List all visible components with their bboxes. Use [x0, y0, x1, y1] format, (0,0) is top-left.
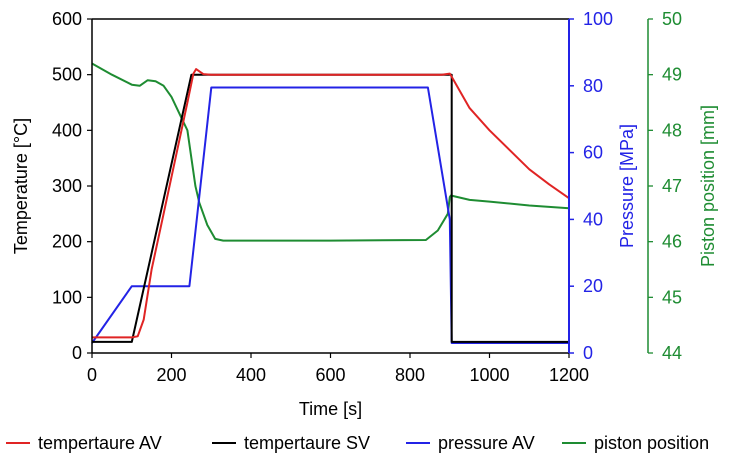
pressure-tick-label: 40 — [583, 209, 603, 229]
temperature-tick-label: 100 — [52, 287, 82, 307]
series-line-tempertaure-SV — [92, 73, 569, 343]
x-tick-label: 1000 — [469, 365, 509, 385]
piston-tick-label: 47 — [662, 176, 682, 196]
legend-label-tempertaure-AV: tempertaure AV — [38, 433, 162, 453]
pressure-tick-label: 80 — [583, 76, 603, 96]
x-tick-label: 0 — [87, 365, 97, 385]
temperature-tick-label: 200 — [52, 232, 82, 252]
pressure-tick-label: 60 — [583, 143, 603, 163]
x-tick-label: 200 — [156, 365, 186, 385]
piston-tick-label: 48 — [662, 120, 682, 140]
piston-tick-label: 44 — [662, 343, 682, 363]
temperature-tick-label: 400 — [52, 120, 82, 140]
pressure-axis-title: Pressure [MPa] — [617, 124, 637, 248]
pressure-tick-label: 100 — [583, 9, 613, 29]
piston-axis-title: Piston position [mm] — [698, 105, 718, 267]
x-tick-label: 1200 — [549, 365, 589, 385]
pressure-tick-label: 20 — [583, 276, 603, 296]
labels-layer: 0 200 400 600 800 1000 12000100200300400500600… — [11, 9, 718, 419]
series-line-tempertaure-AV — [92, 68, 570, 339]
series-layer — [91, 62, 570, 344]
piston-tick-label: 45 — [662, 287, 682, 307]
temperature-tick-label: 0 — [72, 343, 82, 363]
x-tick-label: 800 — [395, 365, 425, 385]
temperature-tick-label: 600 — [52, 9, 82, 29]
temperature-tick-label: 300 — [52, 176, 82, 196]
x-axis-title: Time [s] — [299, 399, 362, 419]
legend-label-piston-position: piston position — [594, 433, 709, 453]
series-line-pressure-AV — [91, 86, 569, 344]
legend-label-pressure-AV: pressure AV — [438, 433, 535, 453]
axes-layer — [87, 18, 653, 358]
series-line-piston-position — [91, 62, 570, 242]
legend: tempertaure AV tempertaure SV pressure AV p… — [6, 433, 709, 453]
piston-tick-label: 49 — [662, 65, 682, 85]
temperature-tick-label: 500 — [52, 65, 82, 85]
x-tick-label: 600 — [315, 365, 345, 385]
temperature-axis-title: Temperature [°C] — [11, 118, 31, 254]
pressure-tick-label: 0 — [583, 343, 593, 363]
legend-label-tempertaure-SV: tempertaure SV — [244, 433, 370, 453]
piston-tick-label: 46 — [662, 232, 682, 252]
piston-tick-label: 50 — [662, 9, 682, 29]
x-tick-label: 400 — [236, 365, 266, 385]
